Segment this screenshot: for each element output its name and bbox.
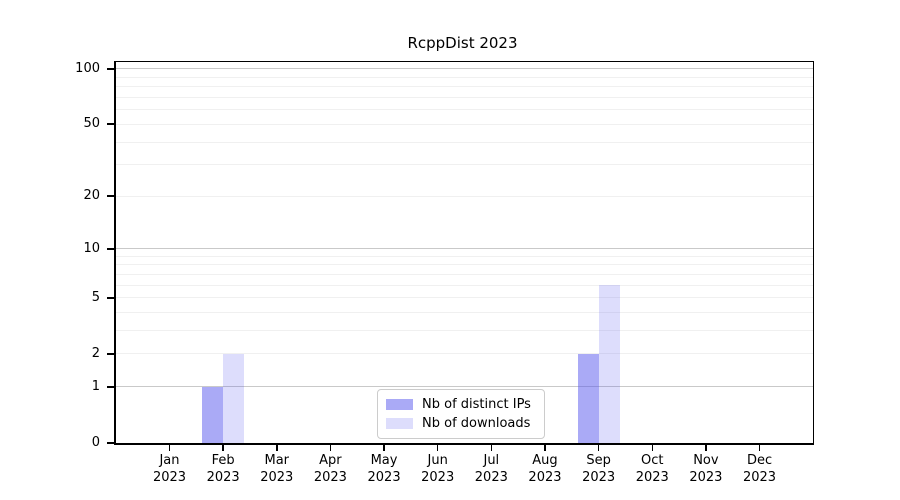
y-tick-label: 2	[91, 345, 100, 361]
x-tick	[544, 445, 546, 451]
x-tick	[651, 445, 653, 451]
x-tick	[705, 445, 707, 451]
bar-downloads	[598, 285, 620, 443]
legend-item-distinct-ips: Nb of distinct IPs	[386, 396, 536, 413]
y-tick-label: 0	[91, 435, 100, 450]
x-tick-label: Oct 2023	[635, 453, 669, 485]
gridline-minor	[116, 123, 813, 125]
x-tick	[597, 445, 600, 451]
gridline-major	[116, 68, 813, 70]
gridline-major	[116, 386, 813, 388]
x-tick-label: Dec 2023	[742, 453, 777, 485]
y-tick	[107, 296, 114, 299]
gridline-minor	[116, 312, 813, 314]
x-tick	[222, 445, 224, 451]
x-tick-label: Feb 2023	[206, 453, 240, 485]
gridline-minor	[116, 164, 813, 166]
legend: Nb of distinct IPs Nb of downloads	[377, 389, 545, 439]
x-tick	[490, 445, 493, 451]
x-tick	[276, 445, 278, 451]
gridline-minor	[116, 284, 813, 286]
y-tick	[107, 442, 114, 444]
chart-title: RcppDist 2023	[407, 34, 518, 52]
y-tick	[107, 352, 114, 355]
gridline-minor	[116, 330, 813, 332]
y-tick-label: 1	[91, 378, 100, 394]
y-tick-label: 5	[91, 289, 100, 305]
gridline-minor	[116, 255, 813, 257]
y-tick	[107, 385, 114, 388]
x-tick-label: Aug 2023	[528, 453, 562, 485]
gridline-minor	[116, 195, 813, 197]
y-tick	[107, 195, 114, 198]
gridline-minor	[116, 109, 813, 111]
x-tick-label: May 2023	[367, 453, 401, 485]
plot-area: 0 1 2 5 10 20 50 100 Jan 2023 Feb 2023 Mar 2023 Apr…	[75, 61, 814, 485]
gridline-minor	[116, 273, 813, 275]
gridline-minor	[116, 86, 813, 88]
x-tick	[758, 445, 761, 451]
x-tick-label: Jan 2023	[152, 453, 187, 485]
y-tick	[107, 123, 114, 126]
gridline-minor	[116, 264, 813, 266]
x-tick-label: Apr 2023	[313, 453, 347, 485]
x-tick	[383, 445, 385, 451]
gridline-minor	[116, 141, 813, 143]
y-tick	[107, 247, 114, 250]
legend-label-downloads: Nb of downloads	[422, 416, 531, 431]
legend-swatch-distinct-ips	[386, 399, 413, 410]
gridline-minor	[116, 353, 813, 355]
bar-distinct-ips	[202, 386, 224, 443]
legend-swatch-downloads	[386, 418, 413, 429]
x-tick-label: Jul 2023	[474, 453, 508, 485]
x-tick-label: Nov 2023	[689, 453, 723, 485]
y-tick	[107, 67, 114, 70]
gridline-major	[116, 248, 813, 250]
gridline-minor	[116, 297, 813, 299]
x-tick	[168, 445, 171, 451]
x-tick-label: Jun 2023	[421, 453, 455, 485]
x-tick	[436, 445, 439, 451]
gridline-minor	[116, 97, 813, 98]
x-tick-label: Sep 2023	[582, 453, 616, 485]
x-tick-label: Mar 2023	[260, 453, 294, 485]
legend-item-downloads: Nb of downloads	[386, 415, 536, 432]
y-tick-label: 50	[83, 116, 100, 132]
legend-label-distinct-ips: Nb of distinct IPs	[422, 397, 531, 412]
y-tick-label: 10	[83, 240, 100, 256]
x-tick	[329, 445, 332, 451]
bar-downloads	[223, 353, 245, 443]
y-tick-label: 100	[75, 60, 100, 76]
gridline-minor	[116, 76, 813, 78]
bar-distinct-ips	[577, 353, 599, 443]
y-tick-label: 20	[83, 188, 100, 204]
